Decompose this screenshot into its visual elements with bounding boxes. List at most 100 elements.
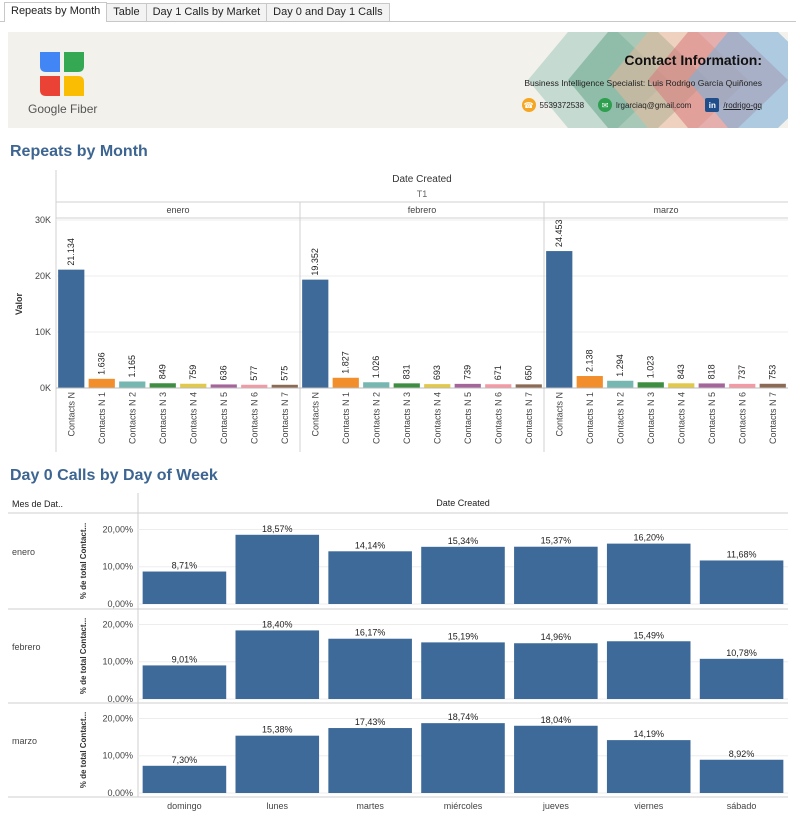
chart1-ytick-label: 30K bbox=[35, 215, 51, 225]
chart2-row-label: febrero bbox=[12, 642, 41, 652]
chart1-bar bbox=[302, 279, 329, 388]
chart2-data-label: 15,34% bbox=[448, 536, 479, 546]
chart2-category-label: jueves bbox=[542, 801, 570, 811]
chart2-bar bbox=[606, 740, 691, 793]
chart1-bar bbox=[515, 384, 542, 388]
chart1-bar bbox=[729, 383, 756, 388]
chart1-data-label: 818 bbox=[707, 364, 717, 379]
chart2-bar bbox=[142, 571, 227, 604]
chart1-data-label: 1.026 bbox=[371, 356, 381, 379]
chart1-bar bbox=[424, 384, 451, 388]
chart1-category-label: Contacts N 1 bbox=[341, 392, 351, 444]
chart1-category-label: Contacts N 2 bbox=[615, 392, 625, 444]
chart1-category-label: Contacts N 2 bbox=[127, 392, 137, 444]
chart2-data-label: 17,43% bbox=[355, 717, 386, 727]
chart1-bar bbox=[58, 269, 85, 388]
chart2-row-label: marzo bbox=[12, 736, 37, 746]
chart2-data-label: 11,68% bbox=[727, 549, 757, 559]
chart1-data-label: 577 bbox=[249, 366, 259, 381]
chart1-bar bbox=[637, 382, 664, 388]
chart1-category-label: Contacts N 4 bbox=[432, 392, 442, 444]
chart2-data-label: 14,96% bbox=[541, 632, 572, 642]
chart1-category-label: Contacts N 1 bbox=[585, 392, 595, 444]
chart1-bar bbox=[149, 383, 176, 388]
chart1-bar bbox=[393, 383, 420, 388]
chart1-data-label: 831 bbox=[402, 364, 412, 379]
chart1-category-label: Contacts N bbox=[310, 392, 320, 437]
chart1-data-label: 19.352 bbox=[310, 248, 320, 276]
email-address[interactable]: lrgarciaq@gmail.com bbox=[616, 100, 692, 110]
chart2-bar bbox=[699, 658, 784, 699]
chart1-category-label: Contacts N bbox=[66, 392, 76, 437]
chart2-category-label: sábado bbox=[727, 801, 757, 811]
chart2-col-header: Date Created bbox=[436, 498, 490, 508]
repeats-by-month-chart: Date Created T1 Valor 0K 10K 20K 30K enero 21.13… bbox=[14, 170, 788, 452]
chart2-data-label: 18,74% bbox=[448, 712, 479, 722]
chart1-bar bbox=[271, 384, 298, 388]
section-title-repeats: Repeats by Month bbox=[10, 143, 148, 160]
chart1-ytick-label: 0K bbox=[40, 383, 51, 393]
chart2-bar bbox=[328, 638, 412, 699]
chart1-category-label: Contacts N bbox=[554, 392, 564, 437]
email-item: ✉ lrgarciaq@gmail.com bbox=[598, 98, 691, 112]
chart1-category-label: Contacts N 4 bbox=[188, 392, 198, 444]
chart1-category-label: Contacts N 4 bbox=[676, 392, 686, 444]
contact-banner: Google Fiber Contact Information: Busine… bbox=[8, 32, 788, 128]
phone-icon: ☎ bbox=[521, 98, 536, 112]
chart1-bar bbox=[363, 382, 390, 388]
chart2-data-label: 15,38% bbox=[262, 725, 293, 735]
google-fiber-logo-icon bbox=[40, 52, 84, 96]
chart1-bar bbox=[241, 384, 268, 388]
chart2-data-label: 15,19% bbox=[448, 631, 479, 641]
chart1-category-label: Contacts N 6 bbox=[493, 392, 503, 444]
tab-repeats-by-month[interactable]: Repeats by Month bbox=[4, 2, 108, 22]
chart2-data-label: 18,04% bbox=[541, 715, 572, 725]
phone-number: 5539372538 bbox=[539, 100, 585, 110]
linkedin-item: in /rodrigo-gq bbox=[705, 98, 762, 112]
linkedin-icon: in bbox=[705, 98, 720, 112]
chart2-data-label: 9,01% bbox=[172, 654, 198, 664]
tab-day0-and-day1-calls[interactable]: Day 0 and Day 1 Calls bbox=[266, 3, 390, 21]
chart1-category-label: Contacts N 5 bbox=[219, 392, 229, 444]
chart2-category-label: miércoles bbox=[444, 801, 483, 811]
chart2-ylabel: % de total Contact... bbox=[79, 618, 88, 694]
chart1-data-label: 2.138 bbox=[585, 349, 595, 372]
chart2-ytick-label: 0,00% bbox=[107, 599, 133, 609]
chart2-row-label: enero bbox=[12, 547, 35, 557]
chart2-ytick-label: 10,00% bbox=[102, 657, 133, 667]
chart2-data-label: 10,78% bbox=[726, 648, 757, 658]
chart2-ytick-label: 0,00% bbox=[107, 788, 133, 798]
sheet-tab-bar: Repeats by Month Table Day 1 Calls by Ma… bbox=[0, 0, 796, 22]
chart1-category-label: Contacts N 6 bbox=[737, 392, 747, 444]
chart1-bar bbox=[88, 378, 115, 388]
day0-calls-by-weekday-chart: Mes de Dat.. Date Created enero % de total … bbox=[8, 493, 788, 811]
chart2-ytick-label: 20,00% bbox=[102, 524, 133, 534]
chart2-data-label: 18,57% bbox=[262, 524, 293, 534]
chart2-data-label: 15,37% bbox=[541, 536, 572, 546]
chart1-bar bbox=[576, 376, 603, 388]
chart1-bar bbox=[210, 384, 237, 388]
chart1-category-label: Contacts N 7 bbox=[524, 392, 534, 444]
chart2-bar bbox=[142, 665, 227, 699]
chart2-bar bbox=[699, 560, 784, 604]
chart1-subheader: T1 bbox=[417, 189, 428, 199]
linkedin-handle[interactable]: /rodrigo-gq bbox=[723, 100, 762, 110]
chart2-ytick-label: 20,00% bbox=[102, 713, 133, 723]
chart1-bar bbox=[332, 377, 359, 388]
chart1-bar bbox=[180, 383, 207, 388]
chart2-data-label: 16,20% bbox=[633, 533, 664, 543]
contact-details: ☎ 5539372538 ✉ lrgarciaq@gmail.com in /r… bbox=[514, 98, 762, 112]
email-icon: ✉ bbox=[598, 98, 613, 112]
chart1-bar bbox=[454, 383, 481, 388]
chart2-bar bbox=[328, 728, 412, 793]
chart1-category-label: Contacts N 3 bbox=[646, 392, 656, 444]
tab-table[interactable]: Table bbox=[106, 3, 147, 21]
chart1-data-label: 1.165 bbox=[127, 355, 137, 378]
chart1-category-label: Contacts N 7 bbox=[280, 392, 290, 444]
chart1-category-label: Contacts N 3 bbox=[402, 392, 412, 444]
chart2-category-label: lunes bbox=[267, 801, 289, 811]
chart1-category-label: Contacts N 5 bbox=[707, 392, 717, 444]
chart1-header: Date Created bbox=[392, 174, 451, 185]
chart2-ytick-label: 10,00% bbox=[102, 562, 133, 572]
tab-day1-calls-by-market[interactable]: Day 1 Calls by Market bbox=[145, 3, 268, 21]
